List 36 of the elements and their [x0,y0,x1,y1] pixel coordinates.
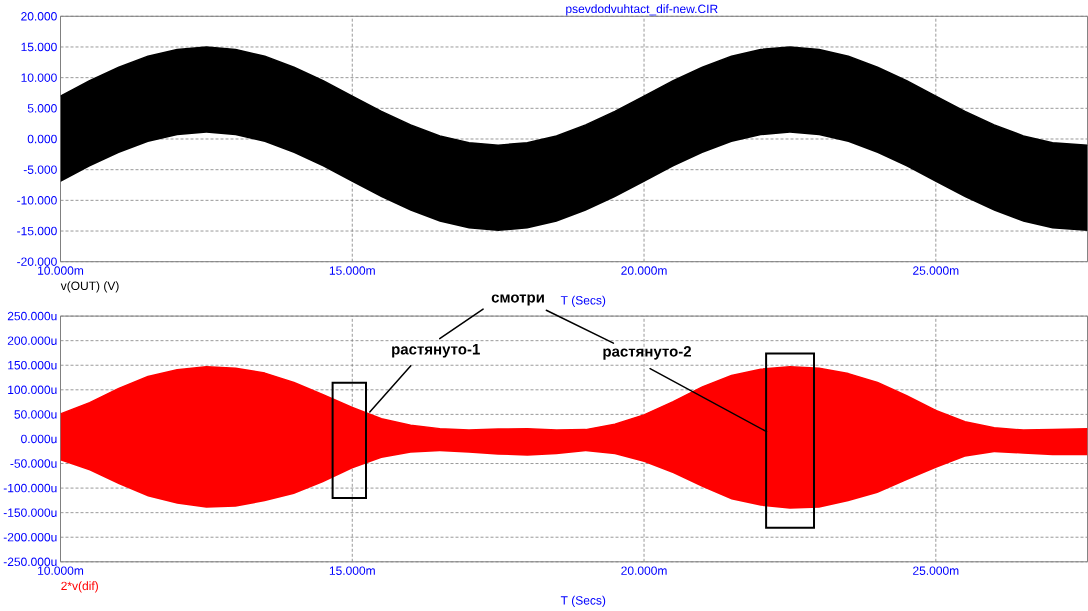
annotation: растянуто-1 [392,344,480,358]
y-tick-label: 0.000u [21,434,57,444]
y-tick-label: -200.000u [3,532,57,542]
x-tick-label: 20.000m [621,266,667,275]
y-tick-label: 5.000 [27,104,57,113]
x-axis-title: T (Secs) [560,295,606,307]
y-tick-label: -100.000u [3,483,57,493]
y-tick-label: -10.000 [17,196,57,205]
y-tick-label: 150.000u [8,360,57,370]
y-tick-label: 0.000 [27,134,57,144]
x-tick-label: 20.000m [621,566,667,575]
y-tick-label: -50.000u [10,459,57,468]
y-tick-label: 10.000 [21,73,57,82]
x-tick-label: 25.000m [913,566,959,575]
x-tick-label: 10.000m [38,266,84,275]
x-tick-label: 15.000m [329,266,375,275]
y-tick-label: -5.000 [23,165,57,174]
text: 2*v(dif) [61,581,98,593]
x-tick-label: 10.000m [38,566,84,575]
y-tick-label: -20.000 [17,257,57,266]
y-tick-label: 20.000 [21,12,57,21]
text: v(OUT) (V) [60,281,119,293]
y-tick-label: -15.000 [17,226,57,236]
y-tick-label: -150.000u [3,508,57,517]
y-tick-label: 15.000 [21,42,57,52]
y-tick-label: 200.000u [7,336,57,345]
text: смотри [491,294,544,306]
y-tick-label: 250.000u [7,311,57,321]
x-tick-label: 25.000m [913,266,959,275]
chart-title: psevdodvuhtact_dif-new.CIR [566,4,718,16]
y-tick-label: 50.000u [14,410,57,419]
x-tick-label: 15.000m [329,566,375,575]
y-tick-label: 100.000u [8,385,57,395]
annotation: растянуто-2 [603,346,691,360]
x-axis-title: T (Secs) [560,595,606,607]
y-tick-label: -250.000u [3,557,57,567]
